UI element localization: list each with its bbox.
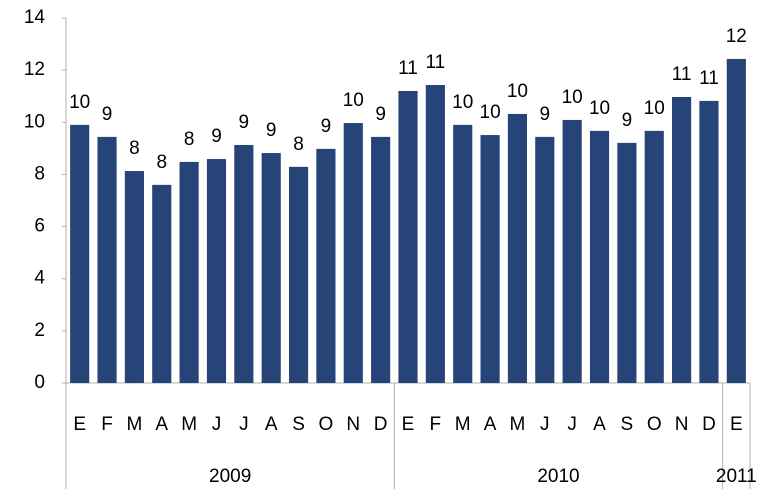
bar: [589, 130, 610, 383]
data-label: 10: [644, 98, 665, 119]
data-label: 9: [266, 120, 277, 141]
x-tick-label: N: [675, 414, 689, 435]
bar: [672, 96, 692, 383]
x-tick-label: S: [621, 414, 634, 435]
x-tick-label: A: [593, 414, 606, 435]
data-label: 11: [672, 64, 692, 85]
x-tick-label: M: [181, 414, 197, 435]
data-label: 8: [156, 152, 167, 173]
x-tick-label: J: [567, 414, 577, 435]
bar: [562, 119, 582, 384]
bar: [152, 184, 172, 383]
bar: [97, 136, 117, 383]
x-tick-label: F: [101, 414, 113, 435]
x-tick-label: M: [455, 414, 471, 435]
x-tick-label: J: [239, 414, 249, 435]
data-label: 9: [375, 104, 386, 125]
bar: [644, 130, 664, 383]
data-label: 8: [184, 129, 195, 150]
data-label: 10: [452, 92, 473, 113]
y-tick-label: 10: [24, 111, 45, 132]
x-tick-label: O: [647, 414, 662, 435]
bar: [234, 144, 254, 383]
x-tick-label: J: [212, 414, 222, 435]
data-label: 11: [425, 52, 445, 73]
data-label: 10: [562, 87, 583, 108]
y-tick-label: 2: [34, 320, 45, 341]
data-label: 12: [726, 26, 747, 47]
data-label: 9: [102, 104, 113, 125]
bar: [453, 124, 473, 384]
group-label: 2011: [716, 466, 757, 487]
data-label: 9: [239, 112, 250, 133]
x-tick-label: A: [155, 414, 168, 435]
bar: [124, 171, 144, 383]
y-tick-label: 8: [34, 163, 45, 184]
x-tick-label: D: [374, 414, 388, 435]
x-tick-label: M: [510, 414, 526, 435]
x-tick-label: J: [540, 414, 550, 435]
data-label: 9: [622, 110, 633, 131]
bar: [179, 161, 199, 383]
x-tick-label: E: [402, 414, 415, 435]
bar: [535, 136, 555, 383]
data-label: 10: [589, 98, 610, 119]
data-label: 9: [211, 126, 222, 147]
data-label: 10: [69, 92, 90, 113]
x-tick-label: E: [730, 414, 743, 435]
bar: [507, 113, 528, 383]
x-tick-label: A: [265, 414, 278, 435]
bar: [70, 124, 90, 384]
data-label: 8: [293, 134, 304, 155]
bar: [480, 135, 500, 383]
x-tick-label: F: [430, 414, 442, 435]
y-tick-label: 12: [24, 59, 45, 80]
y-tick-label: 0: [34, 372, 45, 393]
group-label: 2010: [537, 466, 579, 487]
data-label: 11: [699, 68, 719, 89]
data-label: 10: [507, 81, 528, 102]
data-label: 11: [398, 58, 418, 79]
x-tick-label: M: [126, 414, 142, 435]
data-label: 8: [129, 138, 140, 159]
x-tick-label: S: [292, 414, 305, 435]
x-tick-label: O: [319, 414, 334, 435]
data-label: 9: [321, 116, 332, 137]
data-label: 10: [480, 102, 501, 123]
x-tick-label: N: [346, 414, 360, 435]
bar: [316, 148, 336, 383]
y-tick-label: 14: [24, 7, 46, 28]
bar: [398, 91, 418, 383]
bar: [699, 100, 719, 384]
bar: [206, 159, 227, 383]
bar: [371, 136, 391, 383]
x-tick-label: D: [702, 414, 716, 435]
bar: [343, 123, 363, 383]
data-label: 10: [343, 90, 364, 111]
bar: [288, 166, 309, 383]
bar: [617, 142, 637, 383]
bar: [261, 153, 281, 383]
bar: [425, 85, 445, 383]
y-tick-label: 6: [34, 216, 45, 237]
y-tick-label: 4: [34, 268, 45, 289]
x-tick-label: A: [484, 414, 497, 435]
group-label: 2009: [209, 466, 251, 487]
x-tick-label: E: [73, 414, 86, 435]
data-label: 9: [540, 104, 551, 125]
bar: [726, 58, 746, 384]
